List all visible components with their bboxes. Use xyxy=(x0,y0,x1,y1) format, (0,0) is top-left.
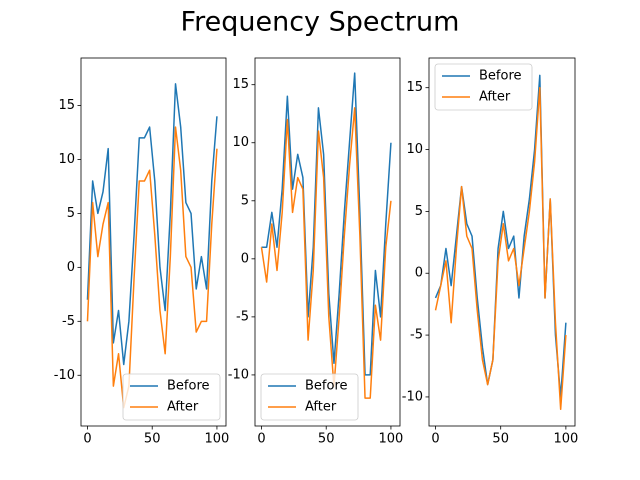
y-tick-label: -5 xyxy=(236,309,249,324)
x-tick-label: 0 xyxy=(431,432,439,447)
y-tick-label: 0 xyxy=(415,266,423,281)
axes-frame xyxy=(428,57,576,427)
y-tick-label: 15 xyxy=(232,77,249,92)
y-tick-label: 10 xyxy=(58,152,75,167)
y-tick-label: 0 xyxy=(67,260,75,275)
axes-frame xyxy=(80,57,227,427)
y-tick-label: -5 xyxy=(62,314,75,329)
legend-label: After xyxy=(305,400,337,415)
line-series xyxy=(86,83,218,366)
y-tick-label: 5 xyxy=(67,206,75,221)
y-tick-label: -10 xyxy=(228,367,249,382)
x-tick-label: 50 xyxy=(318,432,335,447)
x-tick-label: 0 xyxy=(83,432,91,447)
legend-label: After xyxy=(167,400,199,415)
figure-title: Frequency Spectrum xyxy=(181,7,460,38)
legend-label: Before xyxy=(305,379,348,394)
line-series xyxy=(434,86,567,411)
y-tick-label: 15 xyxy=(406,80,423,95)
y-tick-label: -10 xyxy=(54,368,75,383)
y-tick-label: 15 xyxy=(58,98,75,113)
x-tick-label: 0 xyxy=(257,432,265,447)
y-tick-label: -10 xyxy=(402,389,423,404)
y-tick-label: 10 xyxy=(232,135,249,150)
y-tick-label: 5 xyxy=(415,204,423,219)
y-tick-label: 5 xyxy=(241,193,249,208)
axes-frame xyxy=(254,57,401,427)
line-series xyxy=(261,72,392,376)
legend-label: After xyxy=(479,90,511,105)
line-series xyxy=(260,107,392,399)
y-tick-label: -5 xyxy=(410,328,423,343)
line-series xyxy=(86,126,218,409)
y-tick-label: 0 xyxy=(241,251,249,266)
x-tick-label: 50 xyxy=(492,432,509,447)
x-tick-label: 100 xyxy=(205,432,230,447)
y-tick-label: 10 xyxy=(406,142,423,157)
legend-label: Before xyxy=(479,69,522,84)
legend-label: Before xyxy=(167,379,210,394)
x-tick-label: 100 xyxy=(553,432,578,447)
x-tick-label: 100 xyxy=(379,432,404,447)
x-tick-label: 50 xyxy=(144,432,161,447)
